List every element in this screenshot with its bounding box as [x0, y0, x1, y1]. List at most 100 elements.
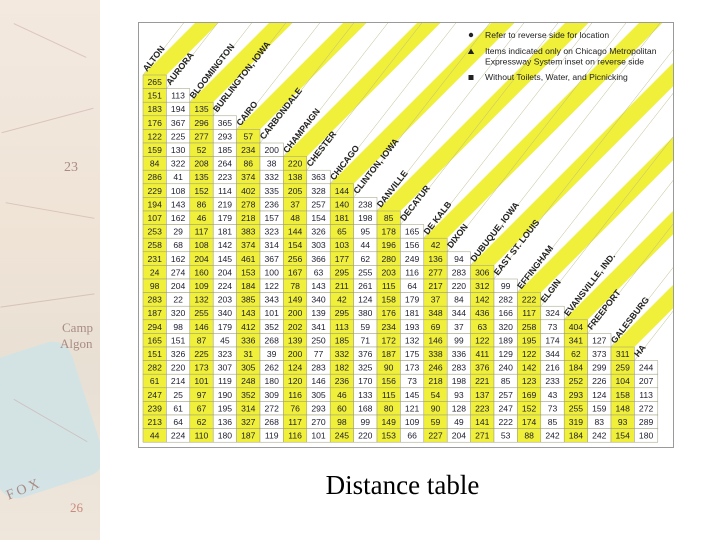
city-band	[330, 23, 515, 184]
distance-value: 256	[288, 254, 303, 264]
city-band	[517, 137, 673, 293]
city-band	[540, 173, 673, 307]
distance-value: 341	[569, 335, 584, 345]
distance-value: 149	[382, 417, 397, 427]
distance-value: 343	[265, 295, 280, 305]
distance-value: 338	[428, 349, 443, 359]
distance-value: 170	[358, 376, 373, 386]
distance-value: 179	[218, 322, 233, 332]
distance-value: 120	[288, 376, 303, 386]
distance-value: 184	[569, 431, 584, 441]
distance-value: 156	[405, 240, 420, 250]
distance-value: 176	[148, 118, 163, 128]
distance-table-image: 265 151 113 183 194 135 176 367 296 365 122 225 277 2…	[138, 22, 674, 448]
distance-value: 340	[218, 308, 233, 318]
distance-value: 151	[148, 91, 163, 101]
header-divider	[259, 23, 355, 144]
distance-value: 335	[265, 186, 280, 196]
distance-value: 64	[173, 417, 183, 427]
distance-value: 217	[428, 281, 443, 291]
distance-value: 257	[499, 390, 514, 400]
distance-value: 314	[241, 403, 256, 413]
distance-value: 255	[358, 267, 373, 277]
distance-value: 178	[382, 227, 397, 237]
city-band	[564, 211, 673, 320]
distance-value: 146	[428, 335, 443, 345]
map-contour	[5, 202, 95, 219]
distance-value: 162	[171, 213, 186, 223]
distance-value: 264	[218, 159, 233, 169]
city-band	[587, 247, 673, 334]
distance-value: 341	[311, 322, 326, 332]
distance-value: 240	[499, 363, 514, 373]
distance-value: 39	[267, 349, 277, 359]
distance-value: 129	[499, 349, 514, 359]
city-band	[470, 62, 673, 266]
distance-value: 137	[475, 390, 490, 400]
distance-value: 85	[548, 417, 558, 427]
header-divider	[423, 23, 593, 239]
city-band	[166, 23, 256, 89]
header-divider	[447, 23, 627, 252]
distance-value: 289	[639, 417, 654, 427]
distance-value: 223	[218, 172, 233, 182]
distance-value: 62	[571, 349, 581, 359]
distance-value: 309	[265, 390, 280, 400]
distance-value: 220	[171, 363, 186, 373]
distance-value: 146	[194, 322, 209, 332]
distance-value: 115	[382, 281, 396, 291]
distance-value: 100	[265, 267, 280, 277]
distance-value: 144	[288, 227, 303, 237]
distance-value: 59	[431, 417, 441, 427]
city-band	[213, 23, 330, 116]
distance-value: 122	[522, 349, 537, 359]
distance-value: 323	[218, 349, 233, 359]
distance-value: 283	[452, 267, 467, 277]
distance-value: 376	[358, 349, 373, 359]
city-band	[611, 285, 673, 347]
city-band	[634, 322, 673, 361]
distance-value: 185	[335, 335, 350, 345]
distance-value: 31	[244, 349, 254, 359]
distance-value: 145	[405, 390, 420, 400]
header-divider	[540, 136, 673, 307]
distance-value: 62	[361, 254, 371, 264]
distance-value: 282	[499, 295, 514, 305]
distance-value: 268	[265, 335, 280, 345]
distance-value: 311	[616, 349, 630, 359]
distance-value: 327	[241, 417, 256, 427]
distance-value: 99	[454, 335, 464, 345]
distance-value: 179	[405, 295, 420, 305]
city-band	[377, 23, 589, 211]
map-contour	[13, 23, 87, 58]
distance-value: 320	[171, 308, 186, 318]
distance-value: 110	[195, 431, 209, 441]
distance-value: 86	[244, 159, 254, 169]
distance-value: 258	[148, 240, 163, 250]
distance-value: 61	[173, 403, 183, 413]
distance-value: 194	[148, 199, 163, 209]
distance-value: 239	[148, 403, 163, 413]
distance-value: 64	[407, 281, 417, 291]
distance-value: 43	[548, 390, 558, 400]
distance-value: 101	[265, 308, 280, 318]
distance-value: 187	[241, 431, 256, 441]
distance-value: 73	[407, 376, 417, 386]
distance-value: 352	[265, 322, 280, 332]
distance-value: 319	[569, 417, 584, 427]
legend-line: Expressway System inset on reverse side	[485, 57, 644, 67]
distance-value: 169	[522, 390, 537, 400]
header-divider	[236, 23, 321, 130]
distance-value: 236	[265, 199, 280, 209]
distance-value: 295	[335, 308, 350, 318]
distance-value: 244	[639, 363, 654, 373]
distance-value: 229	[148, 186, 163, 196]
distance-value: 180	[265, 376, 280, 386]
distance-value: 248	[241, 376, 256, 386]
distance-value: 90	[431, 403, 441, 413]
distance-value: 193	[405, 322, 420, 332]
distance-value: 69	[431, 322, 441, 332]
distance-value: 461	[241, 254, 256, 264]
distance-value: 258	[522, 322, 537, 332]
city-band	[423, 23, 663, 239]
